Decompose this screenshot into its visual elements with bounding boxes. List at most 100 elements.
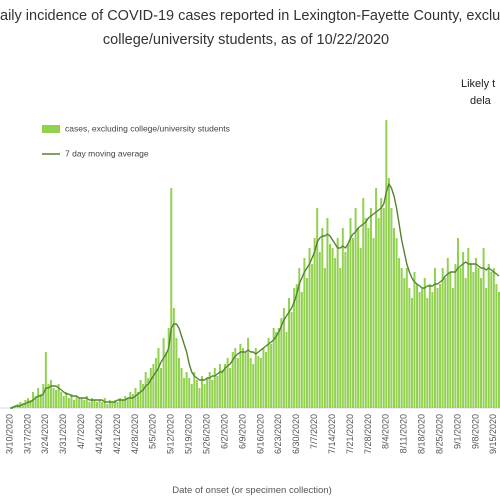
x-tick-label: 3/24/2020: [40, 414, 50, 454]
bar: [19, 402, 22, 408]
bar: [254, 348, 257, 408]
bar: [275, 332, 278, 408]
bar: [236, 358, 239, 408]
bar: [193, 372, 196, 408]
bar: [96, 402, 99, 408]
x-tick-label: 7/28/2020: [363, 414, 373, 454]
x-tick-label: 5/12/2020: [166, 414, 176, 454]
bar: [344, 252, 347, 408]
bar: [477, 268, 480, 408]
bar: [290, 312, 293, 408]
bar: [65, 392, 68, 408]
bar: [410, 298, 413, 408]
bar: [206, 378, 209, 408]
bar: [497, 292, 500, 408]
bar: [185, 372, 188, 408]
bar: [52, 388, 55, 408]
bar: [293, 288, 296, 408]
bar: [433, 268, 436, 408]
x-tick-label: 3/31/2020: [58, 414, 68, 454]
bar: [270, 344, 273, 408]
bar: [480, 278, 483, 408]
bar: [313, 238, 316, 408]
x-tick-label: 8/11/2020: [399, 414, 409, 453]
bar: [326, 218, 329, 408]
bar: [211, 380, 214, 408]
bar: [421, 288, 424, 408]
bar: [418, 292, 421, 408]
bar: [280, 318, 283, 408]
x-tick-label: 6/23/2020: [273, 414, 283, 454]
bar: [464, 278, 467, 408]
bar: [308, 248, 311, 408]
x-tick-label: 4/21/2020: [112, 414, 122, 454]
bar: [387, 178, 390, 408]
bar: [398, 258, 401, 408]
bar: [372, 238, 375, 408]
bar: [119, 398, 122, 408]
bar: [147, 378, 150, 408]
bar: [257, 356, 260, 408]
bar: [265, 352, 267, 408]
x-tick-label: 9/15/2020: [488, 414, 498, 454]
bar: [93, 400, 96, 408]
bar: [144, 372, 147, 408]
bar: [431, 292, 434, 408]
bar: [106, 404, 109, 408]
bar: [201, 376, 203, 408]
bar: [29, 400, 32, 408]
x-tick-label: 9/1/2020: [452, 414, 462, 449]
bar: [444, 278, 447, 408]
bar: [354, 208, 357, 408]
bar: [67, 398, 70, 408]
bar: [208, 372, 211, 408]
bar: [341, 228, 344, 408]
bar: [331, 248, 334, 408]
bar: [14, 406, 17, 408]
bar: [152, 364, 155, 408]
bar: [134, 388, 137, 408]
bar: [305, 278, 308, 408]
bar: [459, 268, 462, 408]
bar: [385, 120, 388, 408]
bar: [329, 244, 331, 408]
legend-swatch: [42, 125, 60, 133]
bar: [39, 394, 42, 408]
annotation: Likely t: [461, 78, 495, 90]
bar: [226, 358, 229, 408]
bar: [198, 388, 201, 408]
bar: [121, 400, 124, 408]
bar: [408, 288, 411, 408]
bar: [400, 268, 403, 408]
bar: [472, 272, 475, 408]
bar: [75, 396, 78, 408]
bar: [311, 264, 314, 408]
legend-label: cases, excluding college/university stud…: [65, 123, 230, 133]
bar: [137, 392, 139, 408]
bar: [321, 228, 324, 408]
x-tick-label: 3/17/2020: [22, 414, 32, 454]
bar: [90, 398, 93, 408]
bar: [101, 402, 104, 408]
bar: [382, 208, 385, 408]
bar: [416, 284, 419, 408]
bar: [60, 392, 63, 408]
bar: [175, 338, 178, 408]
bar: [285, 332, 288, 408]
bar: [216, 376, 219, 408]
bar: [467, 248, 470, 408]
x-tick-label: 5/5/2020: [148, 414, 158, 449]
plot-area: 3/10/2020 3/17/2020 3/24/2020 3/31/2020 4/7/…: [0, 120, 500, 454]
bar: [170, 188, 173, 408]
x-tick-label: 3/10/2020: [4, 414, 14, 454]
x-tick-label: 6/30/2020: [291, 414, 301, 454]
bar: [349, 218, 352, 408]
bar: [49, 380, 52, 408]
x-tick-label: 5/19/2020: [184, 414, 194, 454]
x-tick-label: 8/18/2020: [417, 414, 427, 454]
bar: [131, 394, 134, 408]
x-tick-label: 5/26/2020: [201, 414, 211, 454]
bar: [375, 188, 378, 408]
bar: [203, 384, 206, 408]
